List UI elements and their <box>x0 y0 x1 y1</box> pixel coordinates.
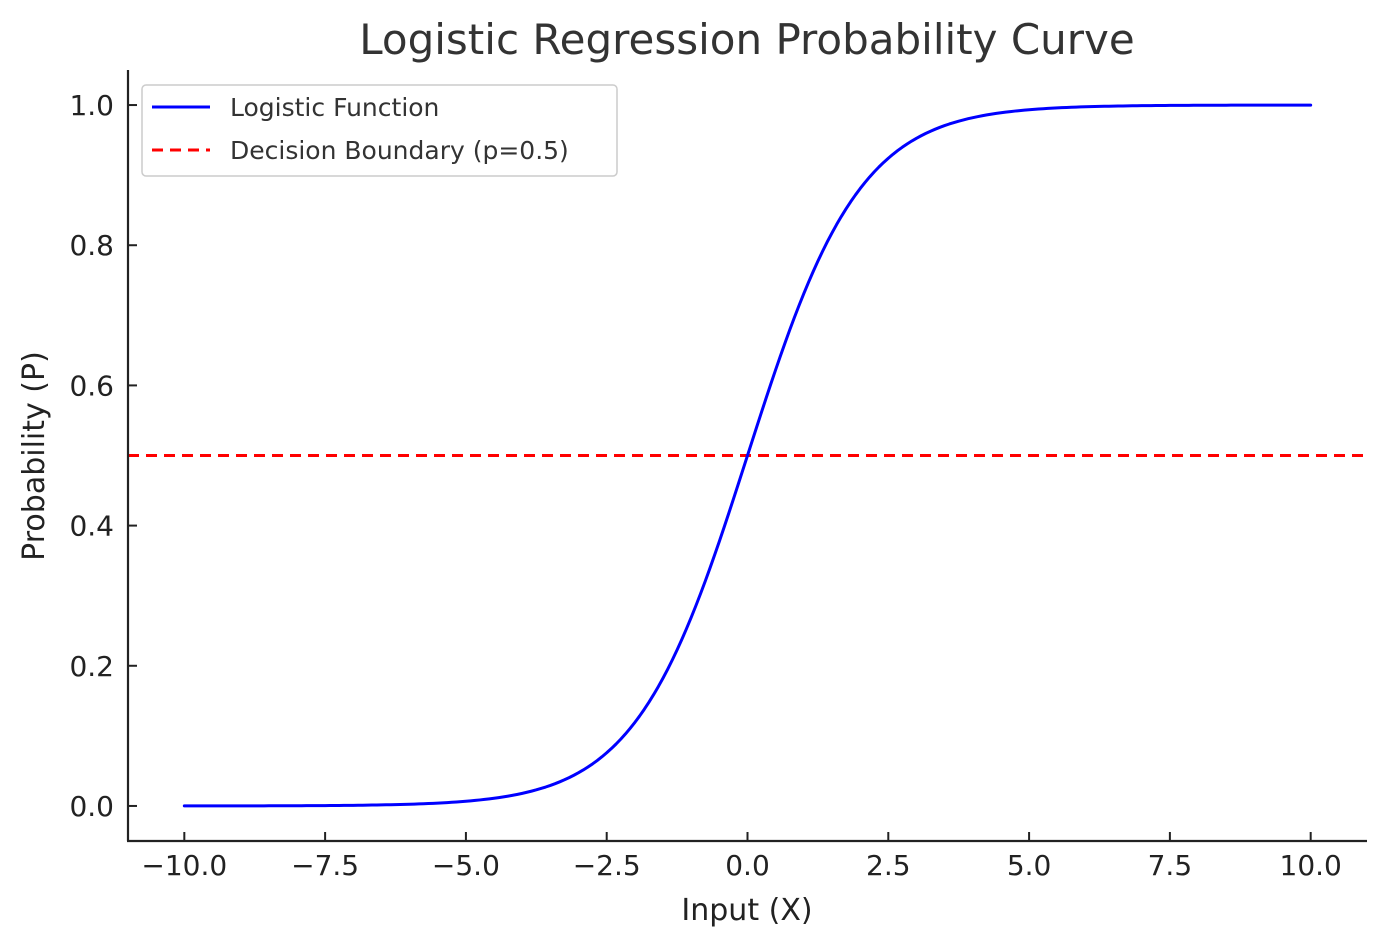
y-ticks: 0.0 0.2 0.4 0.6 0.8 1.0 <box>69 89 137 823</box>
y-tick-label: 0.0 <box>69 790 114 823</box>
x-ticks: −10.0 −7.5 −5.0 −2.5 0.0 2.5 5.0 7.5 10.0 <box>141 832 1342 882</box>
y-tick-label: 0.6 <box>69 369 114 402</box>
y-tick-label: 0.8 <box>69 229 114 262</box>
legend-box <box>141 84 618 177</box>
y-tick-label: 1.0 <box>69 89 114 122</box>
x-tick-label: 0.0 <box>725 849 770 882</box>
series-lines <box>182 103 1313 808</box>
chart-title: Logistic Regression Probability Curve <box>359 15 1135 64</box>
x-tick-label: 2.5 <box>866 849 911 882</box>
x-tick-label: −5.0 <box>432 849 500 882</box>
y-tick-label: 0.4 <box>69 510 114 543</box>
legend-label-logistic-function: Logistic Function <box>230 93 439 122</box>
x-tick-label: −10.0 <box>141 849 227 882</box>
y-axis-label: Probability (P) <box>17 351 52 561</box>
legend: Logistic Function Decision Boundary (p=0… <box>141 84 618 177</box>
x-axis-label: Input (X) <box>681 893 812 928</box>
series-line-logistic-function <box>182 103 1313 808</box>
y-tick-label: 0.2 <box>69 650 114 683</box>
x-tick-label: 7.5 <box>1148 849 1193 882</box>
x-tick-label: 10.0 <box>1280 849 1342 882</box>
legend-label-decision-boundary: Decision Boundary (p=0.5) <box>230 136 569 165</box>
x-tick-label: −7.5 <box>291 849 359 882</box>
plot-area <box>128 103 1367 808</box>
x-tick-label: −2.5 <box>573 849 641 882</box>
x-tick-label: 5.0 <box>1007 849 1052 882</box>
